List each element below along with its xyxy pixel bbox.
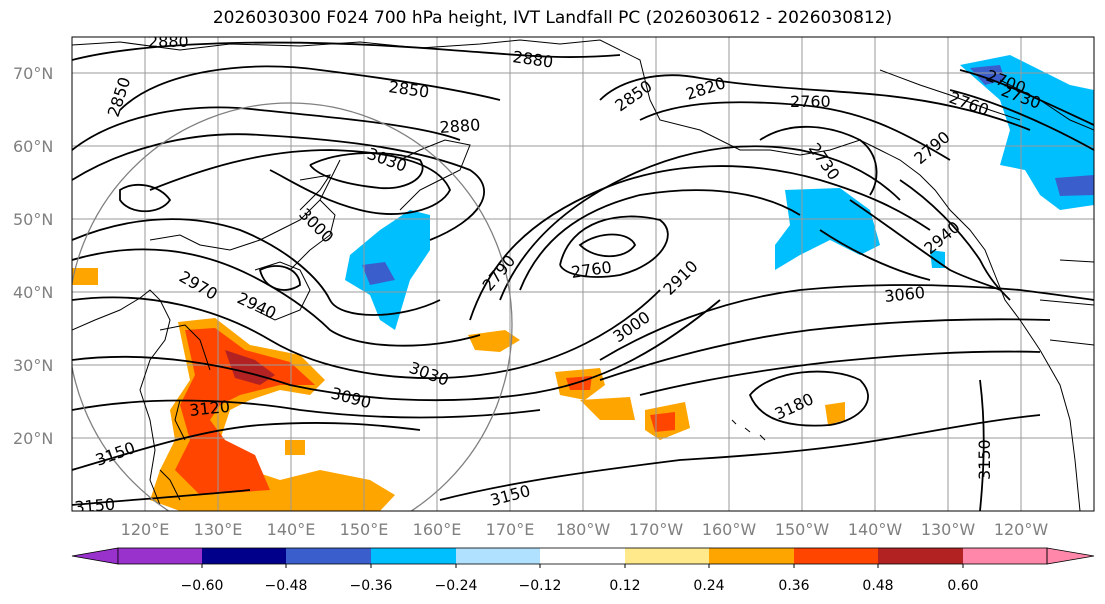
lon-label: 120°E [121, 520, 170, 539]
colorbar-max-extend [1046, 547, 1095, 565]
lon-label: 150°W [775, 520, 830, 539]
lon-label: 120°W [994, 520, 1049, 539]
lon-label: 170°E [486, 520, 535, 539]
colorbar-tick: −0.60 [181, 578, 224, 594]
lat-label: 40°N [13, 283, 53, 302]
colorbar-tick: −0.36 [350, 578, 393, 594]
colorbar-tick: −0.48 [265, 578, 308, 594]
colorbar-bin [709, 548, 794, 564]
longitude-labels: 120°E 130°E 140°E 150°E 160°E 170°E 180°… [121, 520, 1049, 539]
graticule [72, 37, 1094, 511]
colorbar-bin [456, 548, 540, 564]
lat-label: 50°N [13, 210, 53, 229]
colorbar-tick: 0.60 [947, 578, 978, 594]
lon-label: 130°E [194, 520, 243, 539]
colorbar-tick: 0.12 [609, 578, 640, 594]
lat-label: 70°N [13, 64, 53, 83]
colorbar-bin [963, 548, 1047, 564]
contour-label: 2880 [148, 32, 189, 51]
lat-label: 20°N [13, 429, 53, 448]
lon-label: 180°W [556, 520, 611, 539]
colorbar-bin [118, 548, 202, 564]
map-frame [71, 36, 1095, 512]
landfall-radius-circle [72, 102, 513, 511]
height-contours [72, 41, 1094, 511]
colorbar-bin [540, 548, 625, 564]
lon-label: 160°E [413, 520, 462, 539]
map-title: 2026030300 F024 700 hPa height, IVT Land… [212, 8, 893, 28]
lon-label: 140°W [848, 520, 903, 539]
contour-label: 2760 [790, 92, 831, 111]
colorbar: −0.60 −0.48 −0.36 −0.24 −0.12 0.12 0.24 … [71, 547, 1095, 594]
colorbar-tick: 0.48 [862, 578, 893, 594]
colorbar-tick: 0.24 [693, 578, 724, 594]
colorbar-min-extend [71, 547, 119, 565]
colorbar-bin [878, 548, 963, 564]
colorbar-tick: −0.12 [519, 578, 562, 594]
contour-label: 3150 [74, 495, 116, 517]
colorbar-tick: −0.24 [435, 578, 478, 594]
latitude-labels: 70°N 60°N 50°N 40°N 30°N 20°N [13, 64, 53, 448]
lon-label: 140°E [267, 520, 316, 539]
contour-label: 3120 [188, 397, 230, 420]
contour-label: 2880 [439, 115, 481, 137]
lon-label: 150°E [340, 520, 389, 539]
contour-label: 3150 [975, 439, 994, 480]
lon-label: 170°W [629, 520, 684, 539]
lat-label: 60°N [13, 137, 53, 156]
colorbar-bin [202, 548, 286, 564]
colorbar-bin [286, 548, 371, 564]
colorbar-bin [371, 548, 456, 564]
lon-label: 160°W [702, 520, 757, 539]
lon-label: 130°W [921, 520, 976, 539]
colorbar-tick: 0.36 [778, 578, 809, 594]
contour-label: 3060 [883, 283, 925, 306]
colorbar-bin [625, 548, 709, 564]
colorbar-bin [794, 548, 878, 564]
lat-label: 30°N [13, 356, 53, 375]
